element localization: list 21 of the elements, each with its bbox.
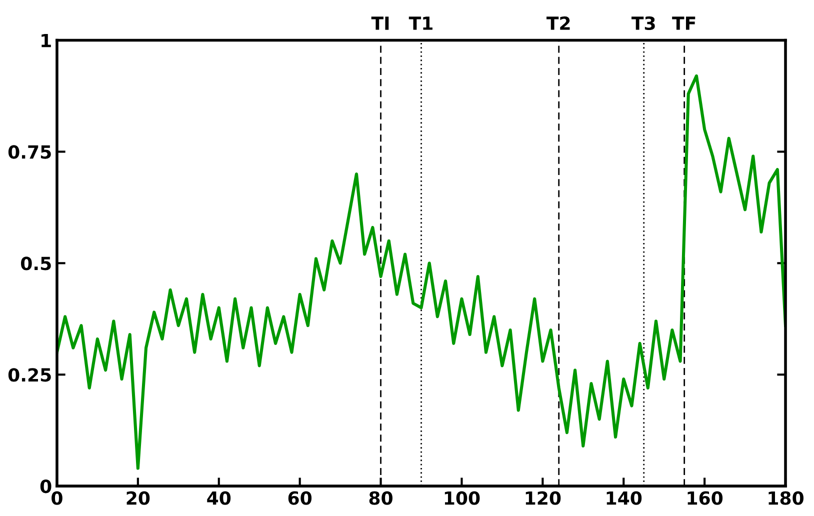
ref-line-label: TF bbox=[672, 16, 696, 30]
x-tick-label: 0 bbox=[52, 491, 62, 505]
x-tick-label: 100 bbox=[444, 491, 480, 505]
ref-line-label: T2 bbox=[546, 16, 570, 30]
x-tick-label: 80 bbox=[369, 491, 392, 505]
y-tick-label: 0.5 bbox=[21, 256, 51, 270]
ref-line-label: TI bbox=[371, 16, 389, 30]
x-tick-label: 160 bbox=[688, 491, 723, 505]
ref-line-label: T3 bbox=[632, 16, 655, 30]
y-tick-label: 0 bbox=[40, 480, 52, 494]
x-tick-label: 120 bbox=[526, 491, 561, 505]
y-tick-label: 0.25 bbox=[8, 368, 51, 382]
x-tick-label: 180 bbox=[768, 491, 804, 505]
y-tick-label: 0.75 bbox=[8, 145, 51, 159]
line-series bbox=[56, 74, 786, 470]
x-tick-label: 40 bbox=[207, 491, 231, 505]
x-tick-label: 140 bbox=[606, 491, 642, 505]
y-tick-label: 1 bbox=[42, 34, 51, 48]
x-tick-label: 60 bbox=[288, 491, 312, 505]
ref-line-label: T1 bbox=[408, 16, 432, 30]
x-tick-label: 20 bbox=[126, 491, 150, 505]
